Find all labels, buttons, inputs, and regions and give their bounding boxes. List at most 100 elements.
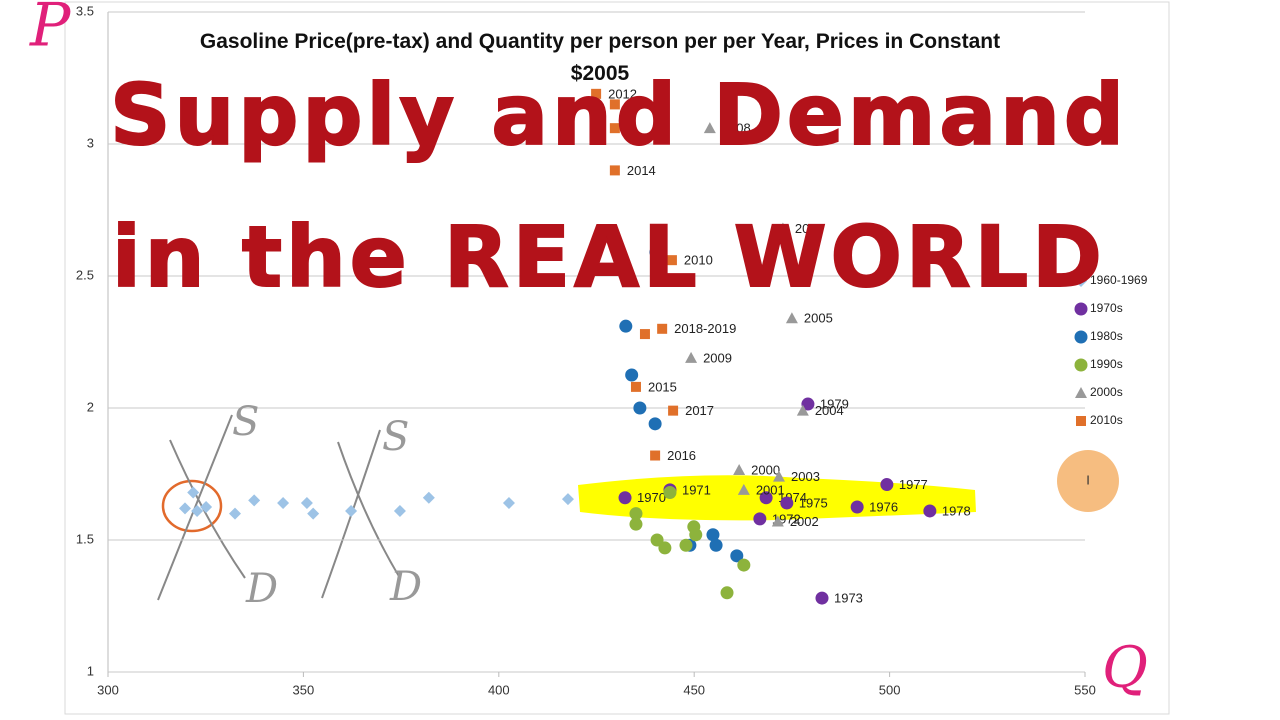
legend-label: 1980s (1090, 329, 1123, 343)
point (277, 497, 290, 510)
chart-frame (64, 1, 1170, 715)
x-tick-label: 300 (97, 682, 119, 697)
hand-annotation: D (245, 566, 278, 612)
y-tick-label: 3 (87, 135, 94, 150)
point (625, 368, 639, 382)
point-label: 1976 (869, 499, 898, 514)
point-label: 1978 (942, 503, 971, 518)
point (771, 515, 784, 527)
legend-marker (1074, 302, 1088, 316)
point (703, 122, 716, 134)
point (658, 541, 672, 555)
point (345, 504, 358, 517)
hand-annotation: P (29, 0, 72, 61)
point (650, 533, 664, 547)
point (709, 538, 723, 552)
point (666, 255, 677, 266)
point (780, 496, 794, 510)
point-label: 2009 (703, 350, 732, 365)
x-tick-label: 550 (1074, 682, 1096, 697)
legend-label: 1970s (1090, 301, 1123, 315)
point-label: 2017 (685, 403, 714, 418)
point (850, 500, 864, 514)
legend-marker (1076, 416, 1086, 426)
cursor: I (1086, 472, 1090, 487)
hand-annotation: S (382, 414, 409, 460)
point (229, 507, 242, 520)
overlay-title: Supply and Demand (109, 65, 1129, 165)
point (657, 323, 668, 334)
y-tick-label: 1 (87, 663, 94, 678)
point (307, 507, 320, 520)
point-label: 2004 (815, 403, 844, 418)
point (649, 245, 663, 259)
point (650, 450, 661, 461)
point (689, 528, 703, 542)
point (609, 123, 620, 134)
point (663, 485, 677, 499)
point (737, 558, 751, 572)
point (923, 504, 937, 518)
legend-label: 2000s (1090, 385, 1123, 399)
point (730, 549, 744, 563)
overlay-title: in the REAL WORLD (111, 207, 1106, 307)
point (759, 491, 773, 505)
x-tick-label: 350 (293, 682, 315, 697)
y-tick-label: 3.5 (76, 3, 94, 18)
legend-marker (1075, 275, 1087, 287)
point (618, 491, 632, 505)
point-label: 2007 (795, 221, 824, 236)
y-tick-label: 2 (87, 399, 94, 414)
point (785, 312, 798, 324)
point (679, 538, 693, 552)
point-label: 1977 (899, 477, 928, 492)
point-label: 1979 (820, 396, 849, 411)
hand-annotation: S (232, 399, 259, 445)
point (619, 319, 633, 333)
point-label: 2018-2019 (674, 321, 736, 336)
point-label: 2016 (667, 448, 696, 463)
point (630, 381, 641, 392)
point (796, 404, 809, 416)
point (191, 504, 204, 517)
legend-label: 2010s (1090, 413, 1123, 427)
point (648, 417, 662, 431)
point-label: 2001 (756, 482, 785, 497)
hand-annotation: D (389, 564, 422, 610)
point (300, 497, 313, 510)
point (776, 222, 789, 234)
point (629, 507, 643, 521)
point (815, 591, 829, 605)
point-label: 2012 (608, 86, 637, 101)
point (422, 491, 435, 504)
point-label: 2003 (791, 469, 820, 484)
legend-label: 1990s (1090, 357, 1123, 371)
point (720, 586, 734, 600)
point (753, 512, 767, 526)
point (773, 470, 786, 482)
highlight (578, 475, 976, 521)
x-tick-label: 500 (879, 682, 901, 697)
point-label: 2000 (751, 462, 780, 477)
point (880, 478, 894, 492)
point (639, 329, 650, 340)
cursor-halo (1057, 450, 1119, 512)
point (609, 165, 620, 176)
hand-cross (157, 414, 246, 601)
point (801, 397, 815, 411)
point (561, 493, 574, 506)
hand-circle (161, 479, 223, 533)
point-label: 2002 (790, 514, 819, 529)
hand-annotation: Q (1102, 636, 1148, 701)
point-label: 1970 (637, 490, 666, 505)
y-tick-label: 2.5 (76, 267, 94, 282)
point (668, 405, 679, 416)
point-label: 2015 (648, 379, 677, 394)
point-label: 2014 (627, 163, 656, 178)
point (187, 486, 200, 499)
point (609, 99, 620, 110)
point (706, 528, 720, 542)
x-tick-label: 450 (683, 682, 705, 697)
